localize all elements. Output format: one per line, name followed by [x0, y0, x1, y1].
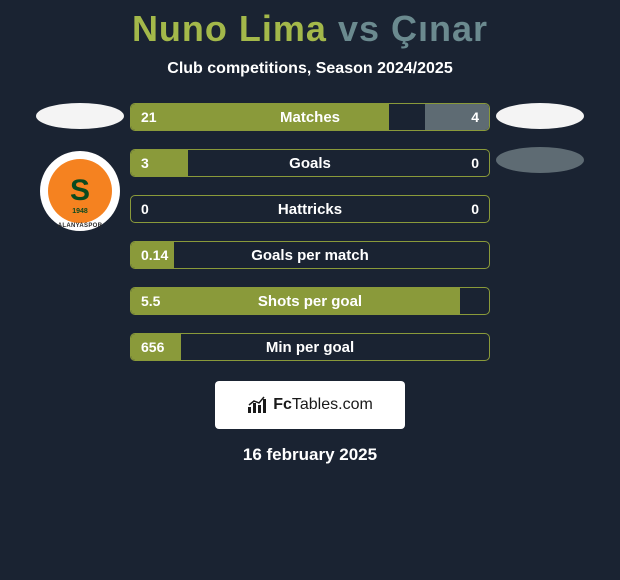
player1-shape-icon [36, 103, 124, 129]
club-badge-name: ALANYASPOR [58, 223, 102, 229]
chart-area: S 1948 ALANYASPOR 21 4 Matches 3 0 Goals 0 0 Hat… [0, 103, 620, 361]
stat-label: Hattricks [278, 201, 342, 218]
stat-value-right: 0 [471, 201, 479, 217]
stat-value-left: 656 [141, 339, 164, 355]
bar-fill-left [131, 104, 389, 130]
right-side-column [490, 103, 590, 361]
club-badge-letter: S [70, 174, 90, 208]
player1-name: Nuno Lima [132, 8, 327, 49]
brand-prefix: Fc [273, 396, 292, 413]
left-side-column: S 1948 ALANYASPOR [30, 103, 130, 361]
stat-value-left: 5.5 [141, 293, 160, 309]
subtitle: Club competitions, Season 2024/2025 [167, 60, 452, 78]
stat-value-left: 3 [141, 155, 149, 171]
comparison-title: Nuno Lima vs Çınar [132, 8, 488, 50]
stat-row: 0.14 Goals per match [130, 241, 490, 269]
stat-row: 3 0 Goals [130, 149, 490, 177]
brand-suffix: Tables.com [292, 396, 373, 413]
date-label: 16 february 2025 [243, 445, 377, 465]
stat-value-left: 21 [141, 109, 157, 125]
stat-row: 0 0 Hattricks [130, 195, 490, 223]
brand-box: FcTables.com [215, 381, 405, 429]
club-badge-inner: S 1948 [48, 159, 112, 223]
player2-name: Çınar [391, 8, 488, 49]
stat-label: Min per goal [266, 339, 354, 356]
player2-shape2-icon [496, 147, 584, 173]
stat-label: Goals per match [251, 247, 369, 264]
stat-label: Matches [280, 109, 340, 126]
stat-row: 21 4 Matches [130, 103, 490, 131]
bar-fill-right [425, 104, 489, 130]
player2-shape-icon [496, 103, 584, 129]
club-badge-year: 1948 [72, 208, 88, 215]
stat-label: Shots per goal [258, 293, 362, 310]
stat-bars: 21 4 Matches 3 0 Goals 0 0 Hattricks 0.14 Goals pe… [130, 103, 490, 361]
stat-row: 5.5 Shots per goal [130, 287, 490, 315]
stat-row: 656 Min per goal [130, 333, 490, 361]
brand-text: FcTables.com [273, 396, 373, 414]
infographic-container: Nuno Lima vs Çınar Club competitions, Se… [0, 0, 620, 580]
stat-value-left: 0 [141, 201, 149, 217]
brand-chart-icon [247, 396, 267, 414]
vs-label: vs [338, 8, 380, 49]
stat-value-left: 0.14 [141, 247, 168, 263]
stat-value-right: 4 [471, 109, 479, 125]
club-badge: S 1948 ALANYASPOR [40, 151, 120, 231]
stat-label: Goals [289, 155, 331, 172]
bar-fill-left [131, 150, 188, 176]
stat-value-right: 0 [471, 155, 479, 171]
